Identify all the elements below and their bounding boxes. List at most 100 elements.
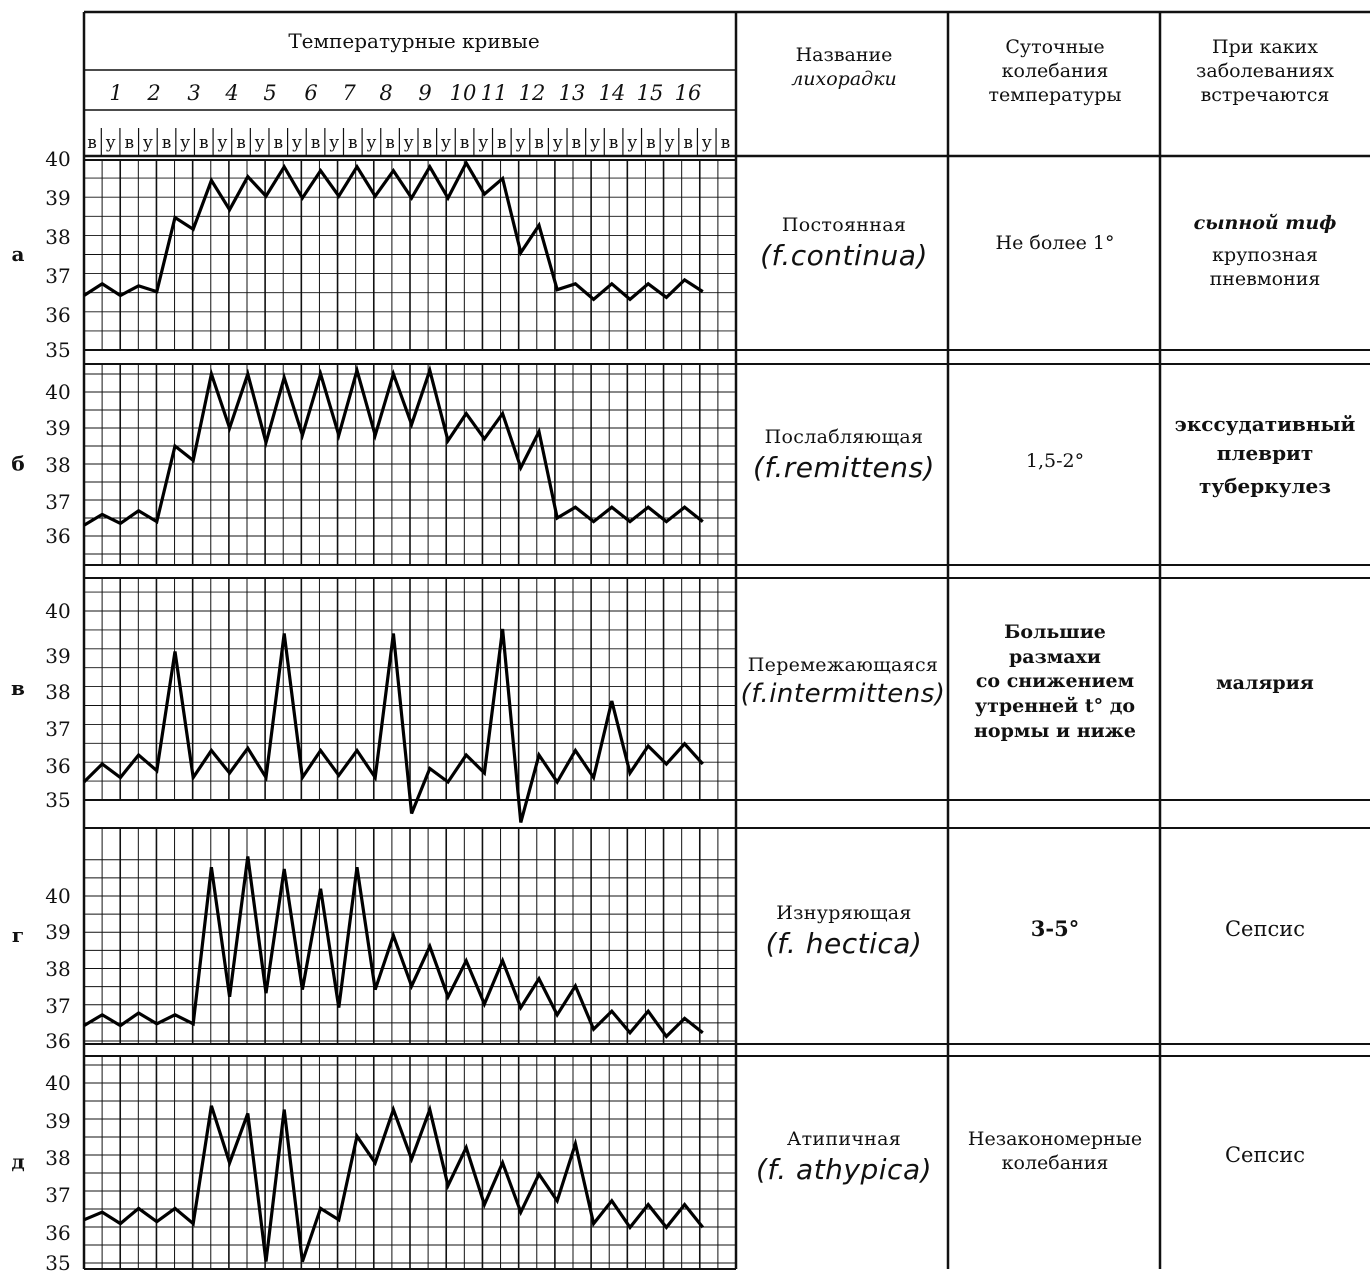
panel-grid-4 <box>83 827 737 1045</box>
y-tick-label: 38 <box>45 453 70 477</box>
header-fluct-cell: Суточные колебания температуры <box>950 36 1160 107</box>
fever-latin-name: (f. hectica) <box>765 926 923 960</box>
y-tick-label: 36 <box>45 754 70 778</box>
header-name-cell: Название лихорадки <box>742 44 946 92</box>
row-intermittens-diseases-cell: малярия <box>1162 672 1368 696</box>
disease-line-1: Сепсис <box>1224 917 1305 941</box>
row-hectica-fluct-cell: 3-5° <box>950 916 1160 942</box>
day-label: 6 <box>304 81 317 105</box>
fever-name: Атипичная <box>786 1128 902 1150</box>
chart-title: Температурные кривые <box>288 29 539 53</box>
row-intermittens-fluct-cell: Большие размахи со снижением утренней t°… <box>950 620 1160 743</box>
row-continua-diseases-cell: сыпной тиф крупозная пневмония <box>1162 212 1368 291</box>
time-of-day-label: у <box>217 133 227 153</box>
y-tick-label: 39 <box>45 186 70 210</box>
day-label: 13 <box>559 81 586 105</box>
day-label: 5 <box>263 81 276 105</box>
fluctuation-text: 1,5-2° <box>1025 450 1085 472</box>
panel-grid-2 <box>83 363 737 566</box>
fever-latin-name: (f. athypica) <box>755 1152 933 1186</box>
row-intermittens-name-cell: Перемежающаяся (f.intermittens) <box>736 654 950 710</box>
y-tick-label: 39 <box>45 1109 70 1133</box>
time-of-day-label: в <box>646 133 656 153</box>
time-of-day-label: в <box>236 133 246 153</box>
temperature-curve-а <box>83 159 704 302</box>
disease-line-2: крупозная <box>1212 243 1318 266</box>
time-of-day-label: в <box>609 133 619 153</box>
fluctuation-line-1: Большие <box>1004 621 1106 643</box>
day-label: 7 <box>342 81 356 105</box>
y-tick-label: 36 <box>45 1029 70 1053</box>
time-of-day-label: у <box>106 133 116 153</box>
day-label: 14 <box>599 81 626 105</box>
day-label: 11 <box>481 81 508 105</box>
y-tick-label: 40 <box>45 147 70 171</box>
y-tick-label: 36 <box>45 524 70 548</box>
disease-line-3: туберкулез <box>1198 474 1332 498</box>
time-of-day-label: в <box>348 133 358 153</box>
fever-latin-name: (f.intermittens) <box>740 678 946 709</box>
time-of-day-label: у <box>515 133 525 153</box>
y-tick-label: 39 <box>45 416 70 440</box>
fluctuation-line-5: нормы и ниже <box>973 719 1136 742</box>
row-athypica-name-cell: Атипичная (f. athypica) <box>742 1128 946 1187</box>
panel-label: д <box>11 1150 24 1174</box>
y-tick-label: 38 <box>45 680 70 704</box>
time-of-day-label: в <box>124 133 134 153</box>
y-tick-label: 37 <box>45 994 70 1018</box>
time-of-day-label: в <box>385 133 395 153</box>
y-tick-label: 38 <box>45 225 70 249</box>
time-of-day-label: у <box>180 133 190 153</box>
row-remittens-fluct-cell: 1,5-2° <box>950 450 1160 474</box>
fluctuation-text: Не более 1° <box>995 232 1115 254</box>
time-of-day-label: у <box>664 133 674 153</box>
time-of-day-label: в <box>87 133 97 153</box>
time-of-day-label: у <box>627 133 637 153</box>
time-of-day-label: у <box>404 133 414 153</box>
fluctuation-line-4: утренней t° до <box>974 695 1136 718</box>
fluctuation-line-2: колебания <box>1001 1151 1109 1174</box>
disease-line-1: экссудативный <box>1174 412 1356 436</box>
fluctuation-line-3: со снижением <box>975 670 1135 693</box>
y-tick-label: 35 <box>45 1251 70 1271</box>
y-tick-label: 35 <box>45 338 70 362</box>
y-tick-label: 39 <box>45 920 70 944</box>
disease-line-1: малярия <box>1216 672 1314 694</box>
time-of-day-label: в <box>460 133 470 153</box>
fluctuation-line-2: размахи <box>1009 645 1101 668</box>
time-of-day-label: у <box>478 133 488 153</box>
temperature-curve-г <box>83 856 704 1039</box>
fluctuation-text: 3-5° <box>1030 916 1080 941</box>
header-name-line-1: Название <box>795 44 893 66</box>
y-tick-label: 37 <box>45 717 70 741</box>
time-of-day-label: в <box>162 133 172 153</box>
y-tick-label: 40 <box>45 599 70 623</box>
fever-name: Перемежающаяся <box>747 654 939 676</box>
grid-layer <box>82 10 1370 1270</box>
y-tick-label: 35 <box>45 788 70 812</box>
y-tick-label: 36 <box>45 303 70 327</box>
time-of-day-label: у <box>441 133 451 153</box>
time-of-day-label: у <box>329 133 339 153</box>
y-tick-label: 37 <box>45 1183 70 1207</box>
temperature-curve-в <box>82 628 704 823</box>
day-label: 3 <box>187 81 200 105</box>
y-tick-label: 37 <box>45 490 70 514</box>
time-of-day-label: в <box>311 133 321 153</box>
day-label: 4 <box>224 81 238 105</box>
disease-line-1: Сепсис <box>1224 1143 1305 1167</box>
time-of-day-label: у <box>590 133 600 153</box>
header-fluct-line-3: температуры <box>988 83 1122 106</box>
day-label: 8 <box>379 81 392 105</box>
time-of-day-label: в <box>199 133 209 153</box>
y-tick-label: 37 <box>45 264 70 288</box>
day-label: 2 <box>146 81 160 105</box>
time-of-day-label: в <box>683 133 693 153</box>
fever-latin-name: (f.continua) <box>760 238 928 272</box>
header-fluct-line-1: Суточные <box>1005 36 1105 58</box>
fever-name: Постоянная <box>781 214 907 236</box>
header-diseases-cell: При каких заболеваниях встречаются <box>1162 36 1368 107</box>
